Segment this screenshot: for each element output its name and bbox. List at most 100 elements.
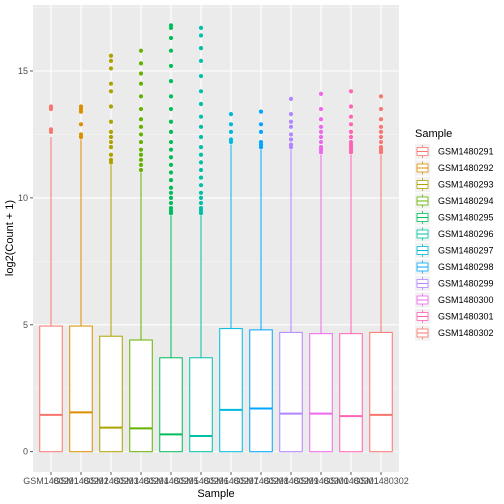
outlier-point bbox=[318, 117, 324, 122]
outlier-point bbox=[48, 127, 54, 132]
outlier-point bbox=[198, 167, 204, 173]
outlier-point bbox=[198, 160, 204, 165]
outlier-point bbox=[348, 129, 354, 135]
legend-label: GSM1480299 bbox=[438, 279, 494, 289]
legend-label: GSM1480296 bbox=[438, 229, 494, 239]
outlier-point bbox=[168, 23, 174, 28]
outlier-point bbox=[288, 132, 294, 137]
outlier-point bbox=[258, 122, 264, 127]
legend-item: GSM1480296 bbox=[415, 226, 494, 242]
legend-item: GSM1480298 bbox=[415, 259, 494, 275]
outlier-point bbox=[198, 195, 204, 200]
outlier-point bbox=[168, 94, 174, 99]
x-tick-label: GSM1480295 bbox=[143, 476, 199, 486]
outlier-point bbox=[378, 117, 384, 122]
outlier-point bbox=[198, 73, 204, 79]
legend-label: GSM1480291 bbox=[438, 147, 494, 157]
outlier-point bbox=[138, 81, 144, 86]
outlier-point bbox=[198, 114, 204, 119]
outlier-point bbox=[258, 129, 264, 135]
outlier-point bbox=[138, 71, 144, 76]
outlier-point bbox=[138, 132, 144, 137]
outlier-point bbox=[348, 139, 354, 145]
outlier-point bbox=[138, 94, 144, 99]
box-GSM1480296 bbox=[189, 25, 213, 453]
outlier-point bbox=[168, 63, 174, 69]
outlier-point bbox=[138, 48, 144, 53]
box-iqr bbox=[159, 357, 183, 453]
outlier-point bbox=[108, 104, 114, 109]
outlier-point bbox=[168, 155, 174, 160]
outlier-point bbox=[228, 122, 234, 127]
outlier-point bbox=[288, 112, 294, 117]
outlier-point bbox=[258, 109, 264, 114]
box-GSM1480298 bbox=[249, 109, 273, 453]
outlier-point bbox=[138, 152, 144, 157]
outlier-point bbox=[168, 35, 174, 41]
outlier-point bbox=[198, 46, 204, 51]
x-tick-label: GSM1480297 bbox=[203, 476, 259, 486]
outlier-point bbox=[108, 58, 114, 63]
outlier-point bbox=[318, 106, 324, 112]
legend: GSM1480291 GSM1480292 GSM1480293 GSM1480294… bbox=[415, 144, 494, 341]
box-GSM1480293 bbox=[99, 53, 123, 453]
outlier-point bbox=[198, 175, 204, 180]
outlier-point bbox=[288, 119, 294, 124]
outlier-point bbox=[138, 61, 144, 66]
outlier-point bbox=[168, 178, 174, 183]
outlier-point bbox=[108, 134, 114, 140]
legend-item: GSM1480294 bbox=[415, 193, 494, 209]
outlier-point bbox=[198, 134, 204, 140]
outlier-point bbox=[378, 129, 384, 135]
legend-label: GSM1480301 bbox=[438, 312, 494, 322]
outlier-point bbox=[138, 117, 144, 122]
outlier-point bbox=[198, 33, 204, 38]
outlier-point bbox=[108, 89, 114, 94]
outlier-point bbox=[198, 101, 204, 107]
box-GSM1480301 bbox=[339, 89, 363, 453]
outlier-point bbox=[138, 157, 144, 162]
box-GSM1480302 bbox=[369, 94, 393, 453]
box-iqr bbox=[99, 335, 123, 453]
outlier-point bbox=[108, 157, 114, 162]
legend-label: GSM1480297 bbox=[438, 246, 494, 256]
outlier-point bbox=[168, 48, 174, 53]
legend-item: GSM1480292 bbox=[415, 160, 494, 176]
outlier-point bbox=[288, 142, 294, 147]
outlier-point bbox=[378, 124, 384, 129]
outlier-point bbox=[108, 139, 114, 145]
box-GSM1480299 bbox=[279, 96, 303, 453]
x-tick-label: GSM1480302 bbox=[353, 476, 409, 486]
outlier-point bbox=[108, 145, 114, 150]
box-iqr bbox=[189, 357, 213, 453]
box-iqr bbox=[69, 325, 93, 453]
outlier-point bbox=[348, 89, 354, 94]
legend-item: GSM1480302 bbox=[415, 325, 494, 341]
outlier-point bbox=[138, 167, 144, 173]
outlier-point bbox=[378, 145, 384, 150]
legend-item: GSM1480300 bbox=[415, 292, 494, 308]
outlier-point bbox=[138, 139, 144, 145]
y-tick-label: 5 bbox=[23, 320, 28, 330]
x-tick-label: GSM1480301 bbox=[323, 476, 379, 486]
outlier-point bbox=[78, 132, 84, 137]
x-tick-label: GSM1480298 bbox=[233, 476, 289, 486]
outlier-point bbox=[378, 139, 384, 145]
box-iqr bbox=[129, 339, 153, 453]
y-tick-label: 10 bbox=[18, 193, 28, 203]
x-axis-title: Sample bbox=[197, 488, 234, 500]
box-GSM1480292 bbox=[69, 104, 93, 453]
outlier-point bbox=[138, 106, 144, 112]
outlier-point bbox=[348, 104, 354, 109]
box-iqr bbox=[369, 331, 393, 453]
outlier-point bbox=[78, 104, 84, 109]
outlier-point bbox=[168, 139, 174, 145]
box-GSM1480294 bbox=[129, 48, 153, 453]
y-axis-title: log2(Count + 1) bbox=[4, 200, 16, 276]
outlier-point bbox=[138, 124, 144, 129]
outlier-point bbox=[168, 79, 174, 84]
outlier-point bbox=[348, 122, 354, 127]
outlier-point bbox=[318, 124, 324, 129]
outlier-point bbox=[288, 137, 294, 142]
